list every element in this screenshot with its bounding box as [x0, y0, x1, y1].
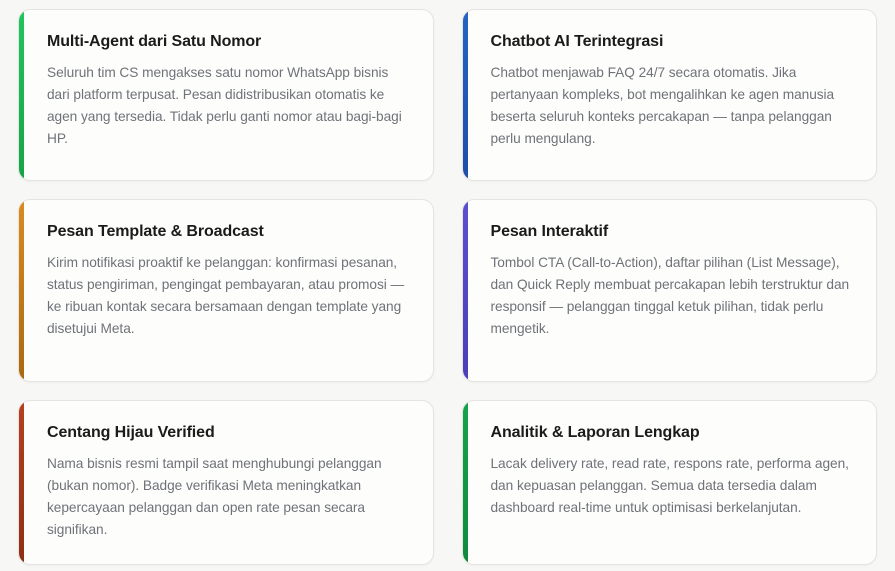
card-description: Kirim notifikasi proaktif ke pelanggan: … — [47, 254, 405, 337]
card-title: Chatbot AI Terintegrasi — [490, 33, 664, 50]
card-title: Analitik & Laporan Lengkap — [490, 424, 700, 441]
accent-bar-green-dark — [462, 401, 468, 564]
accent-bar-purple — [462, 200, 468, 381]
feature-card[interactable]: Pesan Template & Broadcast Kirim notifik… — [18, 199, 434, 382]
feature-card[interactable]: Centang Hijau Verified Nama bisnis resmi… — [18, 400, 434, 565]
card-description: Tombol CTA (Call-to-Action), daftar pili… — [490, 254, 850, 337]
accent-bar-amber — [19, 200, 24, 381]
card-title: Pesan Interaktif — [490, 223, 609, 240]
feature-card[interactable]: Pesan Interaktif Tombol CTA (Call-to-Act… — [461, 199, 877, 382]
feature-card[interactable]: Chatbot AI Terintegrasi Chatbot menjawab… — [461, 9, 877, 181]
accent-bar-red — [19, 401, 24, 564]
card-title: Multi-Agent dari Satu Nomor — [47, 33, 262, 50]
accent-bar-blue — [462, 10, 468, 180]
feature-card[interactable]: Multi-Agent dari Satu Nomor Seluruh tim … — [18, 9, 434, 181]
card-description: Seluruh tim CS mengakses satu nomor What… — [47, 64, 402, 147]
card-description: Lacak delivery rate, read rate, respons … — [490, 455, 849, 516]
card-title: Centang Hijau Verified — [47, 424, 215, 441]
card-description: Chatbot menjawab FAQ 24/7 secara otomati… — [490, 64, 835, 147]
feature-card[interactable]: Analitik & Laporan Lengkap Lacak deliver… — [461, 400, 877, 565]
accent-bar-green — [19, 10, 24, 180]
card-title: Pesan Template & Broadcast — [47, 223, 264, 240]
card-description: Nama bisnis resmi tampil saat menghubung… — [47, 455, 382, 538]
